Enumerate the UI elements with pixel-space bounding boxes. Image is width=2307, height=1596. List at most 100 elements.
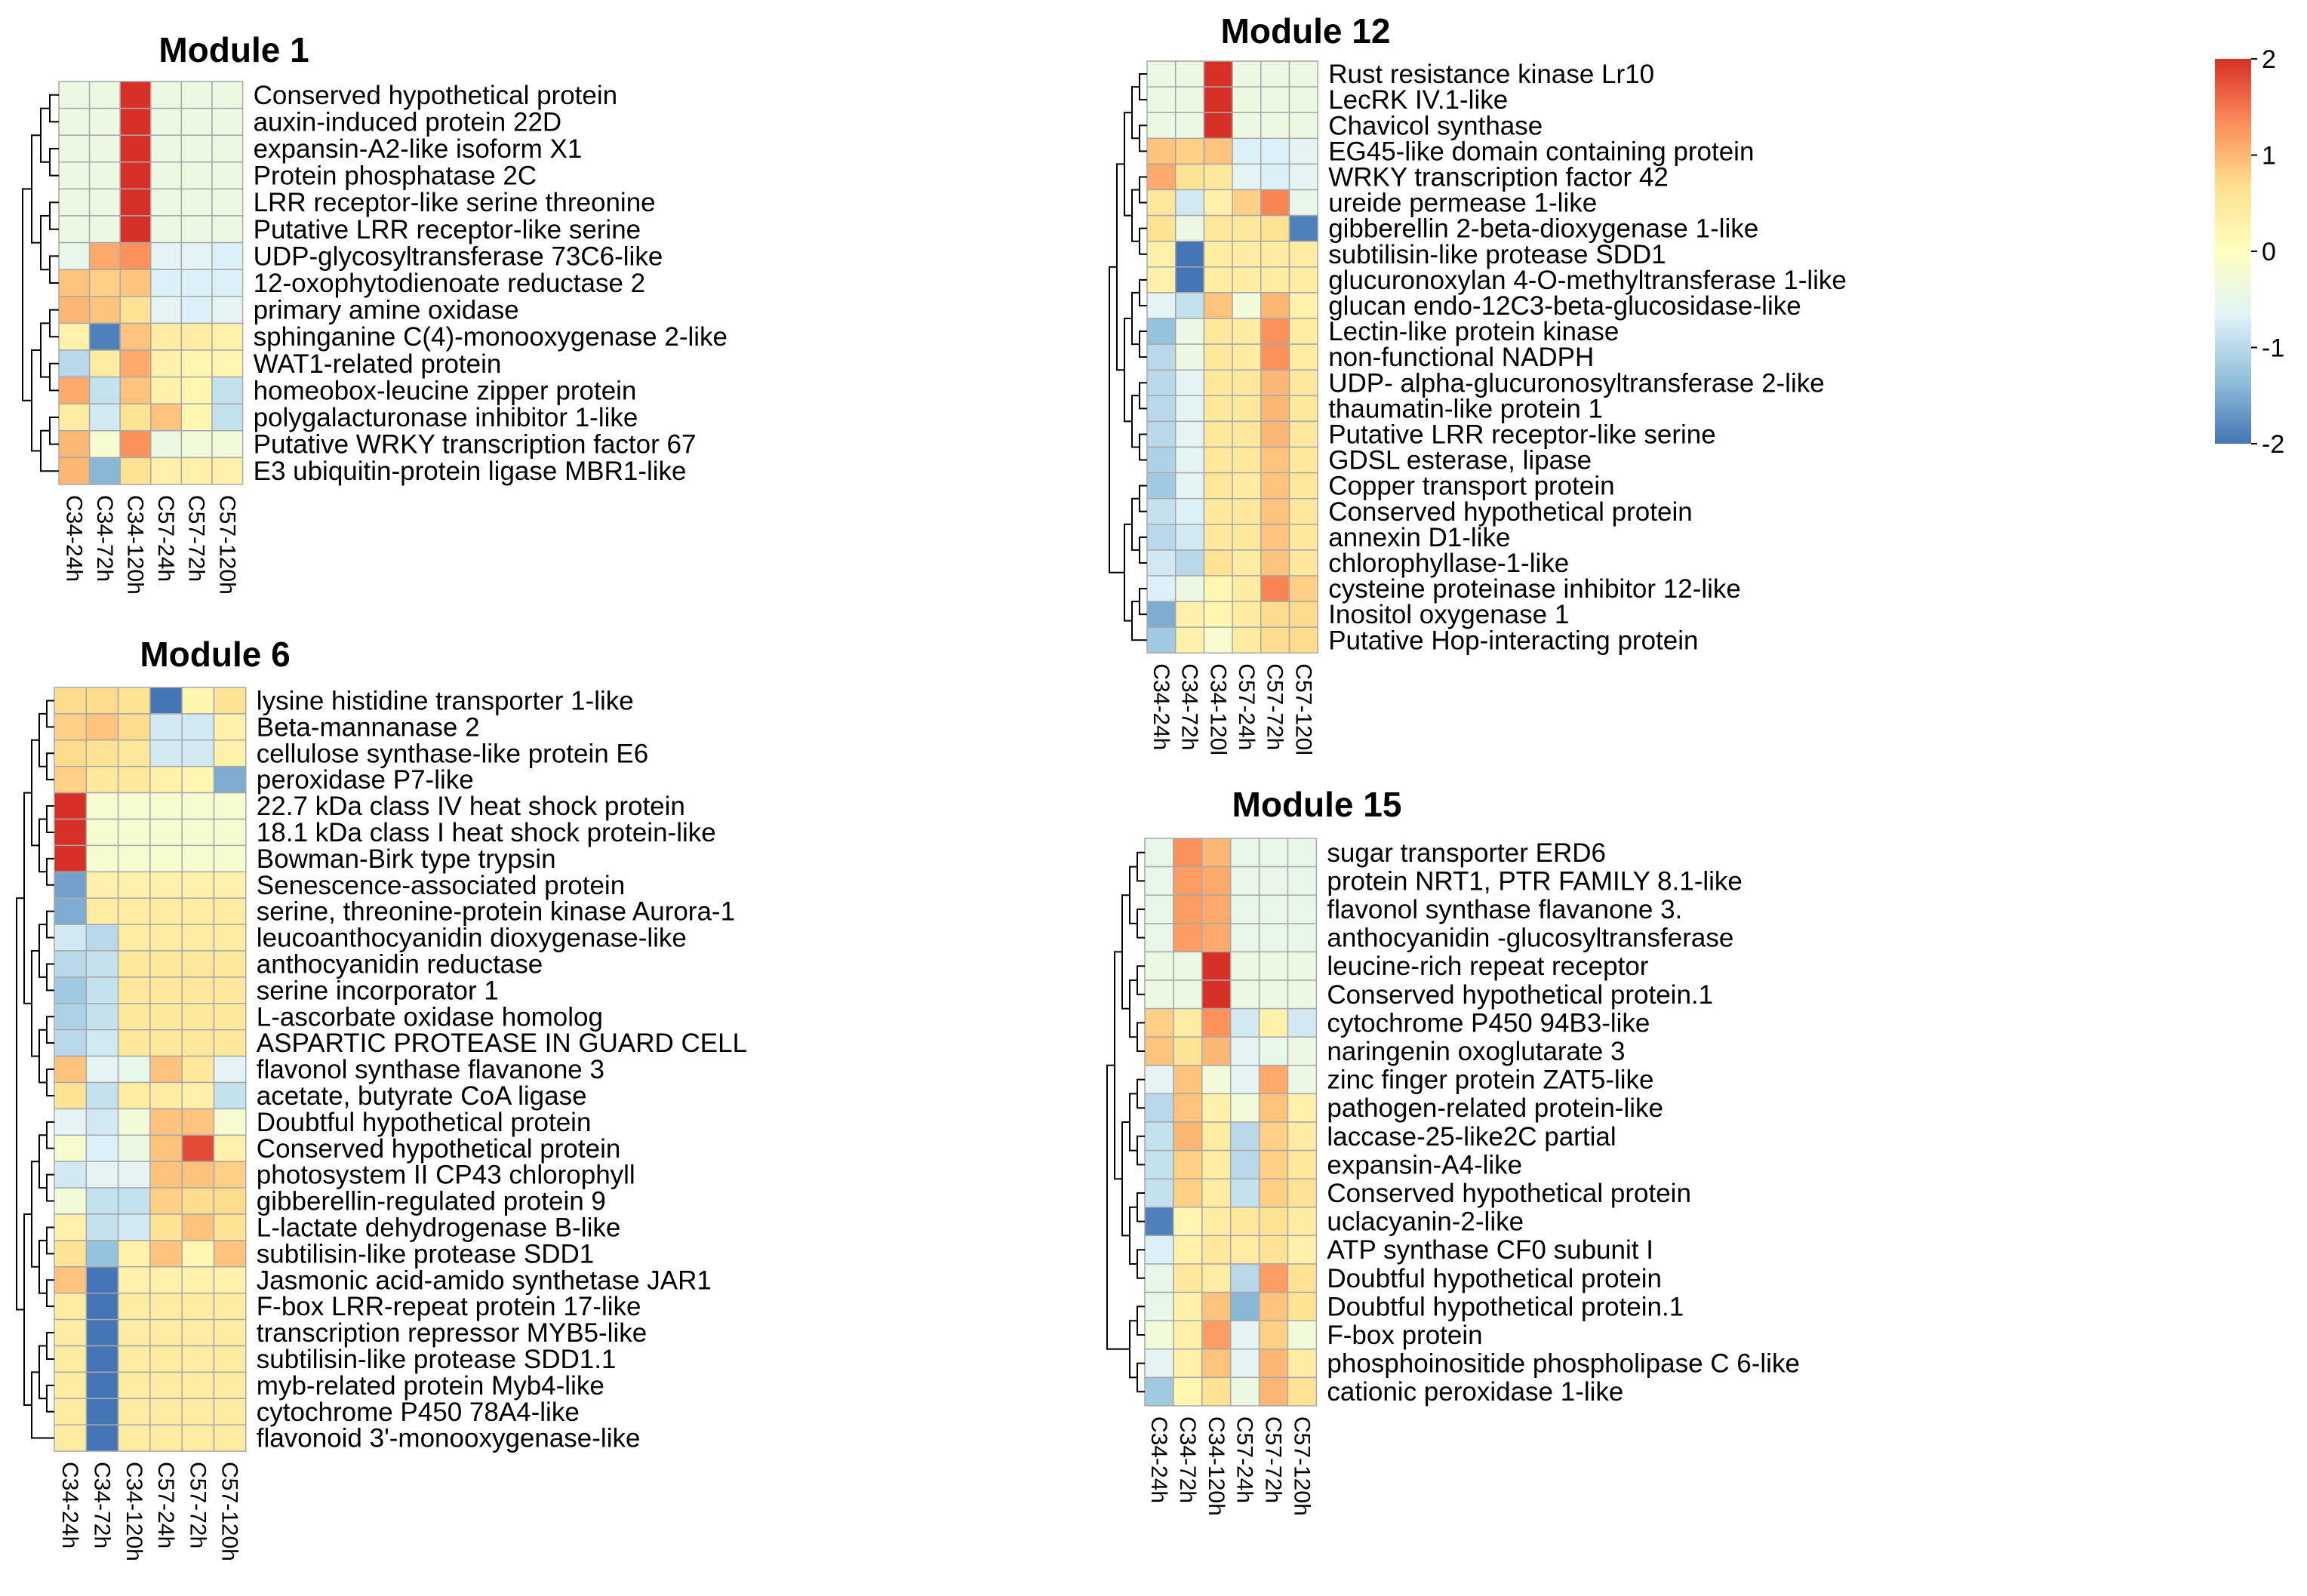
heatmap-cell: [1229, 1178, 1260, 1208]
heatmap-cell: [85, 976, 119, 1004]
heatmap-cell: [1173, 1320, 1203, 1350]
heatmap-cell: [211, 188, 244, 217]
row-label-conserved-hypothetical-protein-1: Conserved hypothetical protein.1: [1327, 980, 1713, 1010]
heatmap-cell: [1288, 318, 1318, 345]
heatmap-cell: [58, 457, 91, 485]
heatmap-cell: [149, 765, 183, 794]
column-label-c57-24h: C57-24h: [153, 1462, 178, 1548]
row-label-putative-lrr-receptor-like-serine: Putative LRR receptor-like serine: [1328, 420, 1716, 449]
heatmap-cell: [149, 844, 183, 873]
row-label-bowman-birk-type-trypsin: Bowman-Birk type trypsin: [257, 844, 556, 874]
dendrogram-branch: [31, 1161, 39, 1268]
heatmap-cell: [1229, 1207, 1260, 1237]
column-label-c34-72h: C34-72h: [1175, 1416, 1200, 1503]
heatmap-cell: [1260, 524, 1290, 551]
panel-title: Module 15: [1232, 785, 1402, 824]
row-label-conserved-hypothetical-protein: Conserved hypothetical protein: [1327, 1179, 1691, 1208]
heatmap-cell: [1288, 189, 1318, 217]
heatmap-cell: [213, 1371, 247, 1400]
dendrogram-branch: [40, 215, 50, 271]
heatmap-cell: [54, 792, 88, 820]
heatmap-cell: [54, 950, 88, 978]
heatmap-cell: [213, 1134, 247, 1162]
heatmap-cell: [149, 1371, 183, 1400]
heatmap-cell: [1232, 549, 1262, 577]
heatmap-cell: [149, 818, 183, 847]
heatmap-cell: [85, 871, 119, 899]
heatmap-cell: [211, 81, 244, 109]
row-label-primary-amine-oxidase: primary amine oxidase: [254, 296, 519, 325]
heatmap-cell: [1201, 1036, 1232, 1066]
heatmap-cell: [1146, 446, 1177, 474]
heatmap-cell: [85, 740, 119, 767]
heatmap-cell: [1144, 1376, 1174, 1407]
heatmap-cell: [1146, 240, 1177, 268]
heatmap-cell: [1144, 1093, 1174, 1123]
dendrogram-branch: [46, 1069, 54, 1096]
heatmap-cell: [54, 1318, 88, 1347]
dendrogram-branch: [1137, 1078, 1145, 1109]
heatmap-cell: [1232, 369, 1262, 397]
heatmap-cell: [213, 1213, 247, 1241]
row-label-photosystem-ii-cp43-chlorophyll: photosystem II CP43 chlorophyll: [257, 1161, 635, 1190]
heatmap-cell: [213, 818, 247, 847]
heatmap-cell: [1174, 112, 1205, 140]
heatmap-cell: [213, 844, 247, 873]
dendrogram-branch: [1137, 851, 1145, 882]
heatmap-cell: [1174, 343, 1205, 371]
column-label-c34-120h: C34-120h: [123, 495, 148, 595]
heatmap-cell: [1203, 524, 1233, 551]
row-label-doubtful-hypothetical-protein: Doubtful hypothetical protein: [257, 1108, 592, 1137]
dendrogram-branch: [22, 188, 32, 401]
row-label-conserved-hypothetical-protein: Conserved hypothetical protein: [257, 1134, 621, 1164]
dendrogram-branch: [1139, 73, 1147, 101]
heatmap-cell: [149, 924, 183, 952]
dendrogram-branch: [1131, 497, 1140, 551]
heatmap-cell: [1201, 1320, 1232, 1350]
heatmap-cell: [1232, 137, 1262, 165]
heatmap-cell: [58, 161, 91, 190]
heatmap-cell: [1203, 266, 1233, 294]
dendrogram-branch: [49, 94, 59, 123]
heatmap-cell: [85, 950, 119, 978]
dendrogram-branch: [1129, 1320, 1137, 1379]
heatmap-cell: [1229, 838, 1260, 868]
dendrogram-branch: [38, 924, 47, 978]
heatmap-cell: [180, 107, 213, 136]
heatmap-cell: [1260, 395, 1290, 423]
heatmap-cell: [1287, 866, 1318, 896]
heatmap-cell: [1287, 1376, 1318, 1407]
heatmap-cell: [150, 349, 183, 378]
heatmap-cell: [85, 1161, 119, 1189]
heatmap-cell: [85, 1371, 119, 1400]
row-label-cellulose-synthase-like-protein-e6: cellulose synthase-like protein E6: [257, 739, 648, 768]
heatmap-cell: [88, 188, 121, 217]
row-label-atp-synthase-cf0-subunit-i: ATP synthase CF0 subunit I: [1327, 1235, 1653, 1265]
dendrogram-branch: [1131, 189, 1140, 242]
heatmap-cell: [1173, 979, 1203, 1010]
row-label-f-box-protein: F-box protein: [1327, 1321, 1482, 1350]
heatmap-cell: [1144, 1036, 1174, 1066]
column-label-c57-72h: C57-72h: [1261, 1416, 1286, 1503]
row-label-cytochrome-p450-78a4-like: cytochrome P450 78A4-like: [257, 1398, 580, 1427]
heatmap-cell: [117, 1108, 151, 1136]
dendrogram-branch: [1137, 1135, 1145, 1166]
dendrogram-branch: [31, 134, 41, 244]
heatmap-cell: [1203, 292, 1233, 319]
heatmap-cell: [1203, 318, 1233, 345]
heatmap-cell: [1173, 1149, 1203, 1179]
heatmap-cell: [119, 269, 152, 297]
heatmap-cell: [181, 713, 215, 741]
heatmap-cell: [85, 897, 119, 925]
heatmap-cell: [54, 818, 88, 847]
heatmap-cell: [1203, 497, 1233, 525]
heatmap-cell: [1258, 1348, 1289, 1379]
heatmap-cell: [1173, 1348, 1203, 1379]
dendrogram-branch: [31, 950, 39, 1057]
heatmap-cell: [1174, 292, 1205, 319]
heatmap-cell: [119, 107, 152, 136]
heatmap-cell: [1173, 1376, 1203, 1407]
heatmap-cell: [213, 740, 247, 767]
heatmap-cell: [149, 1161, 183, 1189]
heatmap-cell: [149, 1003, 183, 1031]
